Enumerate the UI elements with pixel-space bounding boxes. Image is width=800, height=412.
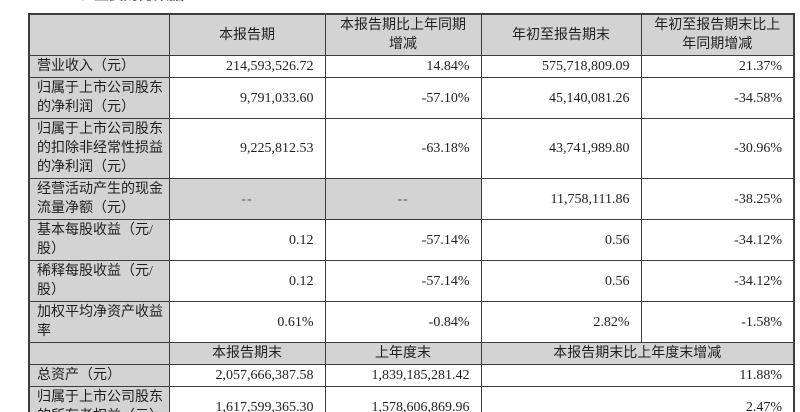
current-period-cell: 9,225,812.53 [168, 118, 326, 179]
current-period-yoy-cell: -57.14% [324, 219, 482, 261]
table-row-operating-cash-flow: 经营活动产生的现金流量净额（元） -- -- 11,758,111.86 -38… [28, 178, 795, 220]
ytd-yoy-cell: -30.96% [640, 118, 795, 179]
ytd-cell: 575,718,809.09 [480, 55, 642, 78]
financial-summary-table: 本报告期 本报告期比上年同期增减 年初至报告期末 年初至报告期末比上年同期增减 … [28, 13, 795, 412]
header-current-period: 本报告期 [168, 13, 326, 56]
period-end-cell: 2,057,666,387.58 [168, 364, 326, 387]
current-period-yoy-cell: -63.18% [324, 118, 482, 179]
ytd-yoy-cell: 21.37% [640, 55, 795, 78]
table-row-diluted-eps: 稀释每股收益（元/股） 0.12 -57.14% 0.56 -34.12% [28, 260, 795, 302]
row-label-cell: 营业收入（元） [28, 55, 170, 78]
change-cell: 2.47% [480, 386, 795, 412]
section2-header-row: 本报告期末 上年度末 本报告期末比上年度末增减 [28, 342, 795, 365]
section1-header-row: 本报告期 本报告期比上年同期增减 年初至报告期末 年初至报告期末比上年同期增减 [28, 13, 795, 56]
current-period-cell: 0.12 [168, 260, 326, 302]
row-label-cell: 加权平均净资产收益率 [28, 301, 170, 343]
header-current-period-yoy: 本报告期比上年同期增减 [324, 13, 482, 56]
table-row-net-profit: 归属于上市公司股东的净利润（元） 9,791,033.60 -57.10% 45… [28, 77, 795, 119]
header-ytd: 年初至报告期末 [480, 13, 642, 56]
header-period-end-change: 本报告期末比上年度末增减 [480, 342, 795, 365]
table-row-revenue: 营业收入（元） 214,593,526.72 14.84% 575,718,80… [28, 55, 795, 78]
current-period-yoy-cell: -- [324, 178, 482, 220]
current-period-cell: 0.12 [168, 219, 326, 261]
ytd-yoy-cell: -34.12% [640, 219, 795, 261]
table-row-basic-eps: 基本每股收益（元/股） 0.12 -57.14% 0.56 -34.12% [28, 219, 795, 261]
row-label-cell: 归属于上市公司股东的扣除非经常性损益的净利润（元） [28, 118, 170, 179]
prev-year-end-cell: 1,839,185,281.42 [324, 364, 482, 387]
row-label-cell: 基本每股收益（元/股） [28, 219, 170, 261]
current-period-cell: 9,791,033.60 [168, 77, 326, 119]
header-period-end: 本报告期末 [168, 342, 326, 365]
period-end-cell: 1,617,599,365.30 [168, 386, 326, 412]
table-row-shareholders-equity: 归属于上市公司股东的所有者权益（元） 1,617,599,365.30 1,57… [28, 386, 795, 412]
corner-cell [28, 342, 170, 365]
table-row-net-profit-excl-nonrecurring: 归属于上市公司股东的扣除非经常性损益的净利润（元） 9,225,812.53 -… [28, 118, 795, 179]
current-period-cell: 0.61% [168, 301, 326, 343]
current-period-yoy-cell: -0.84% [324, 301, 482, 343]
header-ytd-yoy: 年初至报告期末比上年同期增减 [640, 13, 795, 56]
current-period-cell: -- [168, 178, 326, 220]
current-period-yoy-cell: 14.84% [324, 55, 482, 78]
row-label-cell: 归属于上市公司股东的净利润（元） [28, 77, 170, 119]
ytd-yoy-cell: -1.58% [640, 301, 795, 343]
row-label-cell: 稀释每股收益（元/股） [28, 260, 170, 302]
ytd-yoy-cell: -34.58% [640, 77, 795, 119]
current-period-yoy-cell: -57.10% [324, 77, 482, 119]
ytd-yoy-cell: -34.12% [640, 260, 795, 302]
table-row-total-assets: 总资产（元） 2,057,666,387.58 1,839,185,281.42… [28, 364, 795, 387]
table-row-weighted-avg-roe: 加权平均净资产收益率 0.61% -0.84% 2.82% -1.58% [28, 301, 795, 343]
corner-cell [28, 13, 170, 56]
ytd-cell: 0.56 [480, 260, 642, 302]
row-label-cell: 归属于上市公司股东的所有者权益（元） [28, 386, 170, 412]
current-period-cell: 214,593,526.72 [168, 55, 326, 78]
change-cell: 11.88% [480, 364, 795, 387]
prev-year-end-cell: 1,578,606,869.96 [324, 386, 482, 412]
current-period-yoy-cell: -57.14% [324, 260, 482, 302]
row-label-cell: 总资产（元） [28, 364, 170, 387]
ytd-cell: 2.82% [480, 301, 642, 343]
ytd-cell: 43,741,989.80 [480, 118, 642, 179]
row-label-cell: 经营活动产生的现金流量净额（元） [28, 178, 170, 220]
ytd-yoy-cell: -38.25% [640, 178, 795, 220]
ytd-cell: 45,140,081.26 [480, 77, 642, 119]
ytd-cell: 0.56 [480, 219, 642, 261]
header-prev-year-end: 上年度末 [324, 342, 482, 365]
clipped-section-heading: 一、主要财务数据 [64, 0, 184, 3]
ytd-cell: 11,758,111.86 [480, 178, 642, 220]
